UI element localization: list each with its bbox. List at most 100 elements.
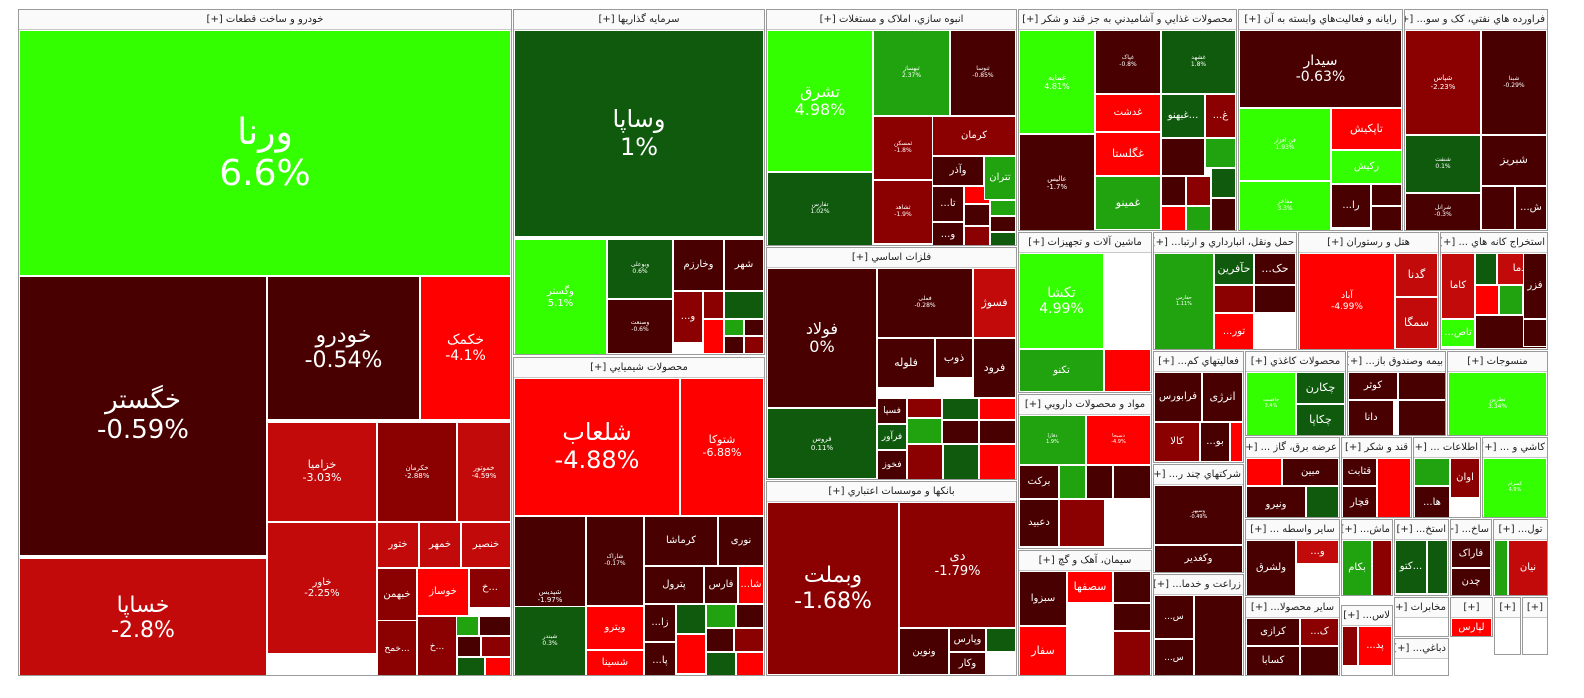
- stock-tile[interactable]: چدن: [1451, 568, 1491, 595]
- sector-title[interactable]: [+]: [1523, 598, 1547, 618]
- stock-tile[interactable]: خنصیر: [461, 522, 511, 568]
- stock-tile[interactable]: فزر: [1523, 253, 1547, 319]
- sector-title[interactable]: ماش... [+]: [1342, 520, 1392, 540]
- stock-tile[interactable]: وساپا 1%: [514, 30, 764, 237]
- stock-tile[interactable]: خکرمان -2.88%: [377, 422, 457, 522]
- mini-stock-tile[interactable]: [979, 420, 1016, 444]
- mini-stock-tile[interactable]: [1475, 285, 1499, 315]
- stock-tile[interactable]: ...و: [1296, 540, 1339, 564]
- mini-stock-tile[interactable]: [1214, 285, 1254, 313]
- stock-tile[interactable]: ...تا: [932, 186, 964, 222]
- mini-stock-tile[interactable]: [706, 604, 736, 628]
- mini-stock-tile[interactable]: [457, 636, 481, 657]
- sector-title[interactable]: محصولات کاغذي [+]: [1246, 352, 1345, 372]
- mini-stock-tile[interactable]: [1186, 176, 1211, 206]
- sector-title[interactable]: منسوجات [+]: [1448, 352, 1547, 372]
- mini-stock-tile[interactable]: [907, 398, 942, 418]
- stock-tile[interactable]: رکیش: [1331, 150, 1402, 184]
- sector-title[interactable]: هتل و رستوران [+]: [1299, 233, 1438, 253]
- mini-stock-tile[interactable]: [943, 444, 979, 479]
- stock-tile[interactable]: تتران: [984, 156, 1016, 200]
- stock-tile[interactable]: وبملت -1.68%: [767, 502, 899, 675]
- stock-tile[interactable]: وگستر 5.1%: [514, 239, 607, 354]
- mini-stock-tile[interactable]: [724, 291, 764, 319]
- mini-stock-tile[interactable]: [990, 216, 1016, 232]
- mini-stock-tile[interactable]: [1104, 349, 1151, 392]
- stock-tile[interactable]: خساپا -2.8%: [19, 558, 267, 675]
- sector-title[interactable]: محصولات شيميايي [+]: [514, 358, 764, 378]
- sector-title[interactable]: ساير واسطه ... [+]: [1246, 520, 1339, 540]
- sector-title[interactable]: فلزات اساسي [+]: [767, 248, 1016, 268]
- stock-tile[interactable]: ختور: [377, 522, 419, 568]
- mini-stock-tile[interactable]: [1211, 168, 1236, 198]
- stock-tile[interactable]: دفارا 1.9%: [1019, 415, 1086, 465]
- stock-tile[interactable]: خمهر: [419, 522, 461, 568]
- stock-tile[interactable]: اوان: [1450, 458, 1480, 498]
- stock-tile[interactable]: خوساز: [417, 568, 469, 616]
- stock-tile[interactable]: خگستر -0.59%: [19, 276, 267, 556]
- stock-tile[interactable]: بکام: [1342, 540, 1372, 595]
- sector-title[interactable]: خودرو و ساخت قطعات [+]: [19, 10, 511, 30]
- stock-tile[interactable]: ...ک: [1300, 618, 1339, 646]
- sector-title[interactable]: ماشين آلات و تجهيزات [+]: [1019, 233, 1151, 253]
- mini-stock-tile[interactable]: [942, 420, 979, 444]
- stock-tile[interactable]: شبندر 0.3%: [514, 606, 586, 675]
- stock-tile[interactable]: ثشاهد -1.9%: [873, 180, 933, 244]
- stock-tile[interactable]: کرماشا: [644, 516, 718, 566]
- stock-tile[interactable]: شلعاب -4.88%: [514, 378, 680, 516]
- stock-tile[interactable]: حآفرین: [1214, 253, 1254, 285]
- stock-tile[interactable]: فارس: [704, 566, 738, 604]
- mini-stock-tile[interactable]: [1427, 540, 1448, 594]
- sector-title[interactable]: استخراج کانه هاي ... [+]: [1441, 233, 1547, 253]
- stock-tile[interactable]: ورنا 6.6%: [19, 30, 511, 276]
- stock-tile[interactable]: کتو...: [1395, 540, 1427, 594]
- stock-tile[interactable]: خودرو -0.54%: [267, 276, 420, 420]
- sector-title[interactable]: اطلاعات ... [+]: [1414, 438, 1480, 458]
- stock-tile[interactable]: وخارزم: [673, 239, 724, 291]
- stock-tile[interactable]: ...س: [1154, 595, 1194, 639]
- stock-tile[interactable]: ...را: [1331, 184, 1371, 228]
- mini-stock-tile[interactable]: [990, 200, 1016, 216]
- stock-tile[interactable]: ...حک: [1254, 253, 1296, 285]
- stock-tile[interactable]: خمح...: [377, 620, 417, 675]
- stock-tile[interactable]: ...و: [673, 291, 703, 343]
- mini-stock-tile[interactable]: [744, 336, 764, 354]
- mini-stock-tile[interactable]: [485, 657, 511, 675]
- sector-title[interactable]: عرضه برق، گاز ... [+]: [1246, 438, 1339, 458]
- mini-stock-tile[interactable]: [1086, 465, 1113, 499]
- stock-tile[interactable]: غمایه 4.81%: [1019, 30, 1095, 134]
- stock-tile[interactable]: شتوکا -6.88%: [680, 378, 764, 516]
- stock-tile[interactable]: چکاپا: [1296, 404, 1345, 435]
- mini-stock-tile[interactable]: [979, 444, 1016, 479]
- stock-tile[interactable]: فسپا: [877, 398, 907, 424]
- mini-stock-tile[interactable]: [1161, 176, 1186, 206]
- sector-title[interactable]: زراعت و خدما... [+]: [1154, 575, 1243, 595]
- mini-stock-tile[interactable]: [1113, 603, 1151, 631]
- mini-stock-tile[interactable]: [1398, 372, 1445, 400]
- stock-tile[interactable]: غبهنو...: [1161, 94, 1205, 138]
- mini-stock-tile[interactable]: [979, 398, 1016, 420]
- mini-stock-tile[interactable]: [1398, 400, 1445, 435]
- mini-stock-tile[interactable]: [1161, 206, 1186, 230]
- mini-stock-tile[interactable]: [907, 444, 943, 479]
- sector-title[interactable]: ساير محصولا... [+]: [1246, 598, 1339, 618]
- stock-tile[interactable]: غگلستا: [1095, 132, 1161, 176]
- stock-tile[interactable]: وصنعت -0.6%: [607, 299, 673, 354]
- stock-tile[interactable]: تشرق 4.98%: [767, 30, 873, 172]
- stock-tile[interactable]: کاما: [1441, 253, 1475, 319]
- stock-tile[interactable]: تکشا 4.99%: [1019, 253, 1104, 349]
- stock-tile[interactable]: ثمسکن -1.8%: [873, 116, 933, 180]
- sector-title[interactable]: شرکتهاي چند ر... [+]: [1154, 465, 1243, 485]
- stock-tile[interactable]: شپاس -2.23%: [1405, 30, 1481, 135]
- sector-title[interactable]: مواد و محصولات دارويي [+]: [1019, 395, 1151, 415]
- mini-stock-tile[interactable]: [706, 628, 734, 652]
- stock-tile[interactable]: سیدار -0.63%: [1239, 30, 1402, 108]
- mini-stock-tile[interactable]: [1372, 540, 1392, 595]
- stock-tile[interactable]: کرازی: [1246, 618, 1300, 646]
- stock-tile[interactable]: وکغدیر: [1154, 545, 1243, 572]
- mini-stock-tile[interactable]: [1499, 285, 1523, 315]
- mini-stock-tile[interactable]: [907, 418, 942, 444]
- mini-stock-tile[interactable]: [676, 604, 706, 634]
- stock-tile[interactable]: فروس 0.11%: [767, 408, 877, 479]
- stock-tile[interactable]: ...بو: [1200, 422, 1230, 462]
